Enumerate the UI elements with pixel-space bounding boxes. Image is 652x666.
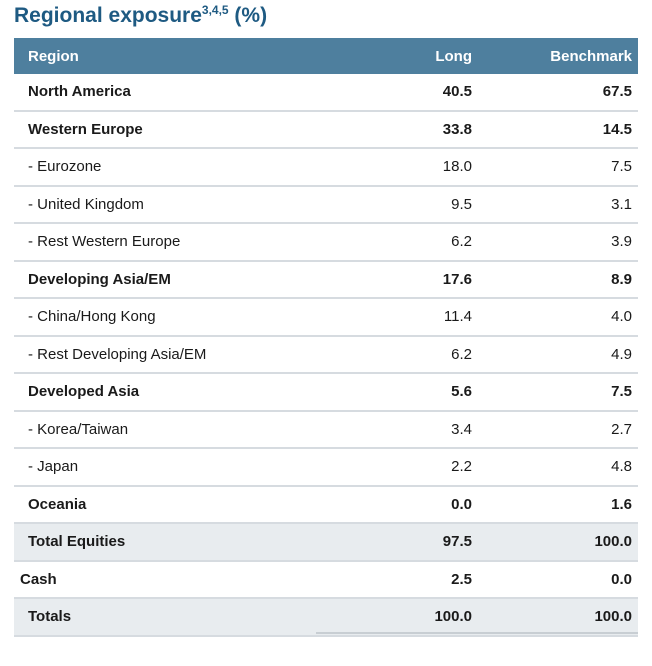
cell-long: 97.5 xyxy=(442,533,472,551)
table-row: - China/Hong Kong 11.4 4.0 xyxy=(14,299,638,337)
bottom-rule xyxy=(316,632,638,634)
cell-long: 3.4 xyxy=(451,420,472,438)
header-long: Long xyxy=(435,47,472,65)
cell-long: 40.5 xyxy=(442,83,472,101)
cell-benchmark: 14.5 xyxy=(602,120,632,138)
cell-benchmark: 67.5 xyxy=(602,83,632,101)
cell-region: Developing Asia/EM xyxy=(28,270,171,288)
cell-benchmark: 7.5 xyxy=(611,158,632,176)
cell-benchmark: 100.0 xyxy=(594,608,632,626)
cell-benchmark: 3.9 xyxy=(611,233,632,251)
title-footnote-refs: 3,4,5 xyxy=(201,3,229,17)
table-row: - Rest Western Europe 6.2 3.9 xyxy=(14,224,638,262)
cell-region: - Rest Western Europe xyxy=(28,233,181,251)
table-header-row: Region Long Benchmark xyxy=(14,38,638,74)
regional-exposure-table: Region Long Benchmark North America 40.5 6… xyxy=(14,38,638,637)
table-row: North America 40.5 67.5 xyxy=(14,74,638,112)
cell-long: 6.2 xyxy=(451,233,472,251)
cell-benchmark: 4.0 xyxy=(611,308,632,326)
cell-long: 11.4 xyxy=(443,308,472,326)
table-row: - United Kingdom 9.5 3.1 xyxy=(14,187,638,224)
table-row: Total Equities 97.5 100.0 xyxy=(14,524,638,562)
table-row: - Korea/Taiwan 3.4 2.7 xyxy=(14,412,638,449)
header-benchmark: Benchmark xyxy=(550,47,632,65)
table-row: Developing Asia/EM 17.6 8.9 xyxy=(14,262,638,299)
cell-region: Totals xyxy=(28,608,72,626)
cell-benchmark: 1.6 xyxy=(611,495,632,513)
cell-benchmark: 4.9 xyxy=(611,345,632,363)
table-row: - Eurozone 18.0 7.5 xyxy=(14,149,638,187)
table-body: North America 40.5 67.5 Western Europe 33.8 1… xyxy=(14,74,638,637)
cell-region: - Rest Developing Asia/EM xyxy=(28,345,207,363)
cell-benchmark: 8.9 xyxy=(611,270,632,288)
header-region: Region xyxy=(28,47,79,65)
table-row: - Rest Developing Asia/EM 6.2 4.9 xyxy=(14,337,638,374)
cell-region: Developed Asia xyxy=(28,383,140,401)
cell-long: 9.5 xyxy=(451,195,472,213)
table-title: Regional exposure3,4,5 (%) xyxy=(14,4,267,28)
cell-region: Cash xyxy=(20,570,57,588)
cell-benchmark: 7.5 xyxy=(611,383,632,401)
cell-region: - United Kingdom xyxy=(28,195,144,213)
cell-region: Western Europe xyxy=(28,120,143,138)
cell-long: 100.0 xyxy=(434,608,472,626)
cell-benchmark: 4.8 xyxy=(611,458,632,476)
cell-benchmark: 0.0 xyxy=(611,570,632,588)
title-text: Regional exposure xyxy=(14,4,202,27)
table-row: Oceania 0.0 1.6 xyxy=(14,487,638,524)
table-row: Totals 100.0 100.0 xyxy=(14,599,638,637)
title-unit: (%) xyxy=(228,4,268,27)
table-row: Western Europe 33.8 14.5 xyxy=(14,112,638,149)
cell-benchmark: 100.0 xyxy=(594,533,632,551)
table-row: Developed Asia 5.6 7.5 xyxy=(14,374,638,412)
cell-long: 6.2 xyxy=(451,345,472,363)
cell-long: 18.0 xyxy=(442,158,472,176)
table-row: - Japan 2.2 4.8 xyxy=(14,449,638,487)
cell-long: 2.5 xyxy=(451,570,472,588)
cell-region: - Korea/Taiwan xyxy=(28,420,129,438)
cell-benchmark: 3.1 xyxy=(611,195,632,213)
cell-region: - Eurozone xyxy=(28,158,102,176)
cell-region: - Japan xyxy=(28,458,79,476)
cell-region: - China/Hong Kong xyxy=(28,308,156,326)
cell-long: 2.2 xyxy=(451,458,472,476)
cell-long: 17.6 xyxy=(442,270,472,288)
cell-long: 33.8 xyxy=(442,120,472,138)
table-row: Cash 2.5 0.0 xyxy=(14,562,638,599)
cell-long: 0.0 xyxy=(451,495,472,513)
cell-benchmark: 2.7 xyxy=(611,420,632,438)
cell-region: Oceania xyxy=(28,495,87,513)
cell-region: Total Equities xyxy=(28,533,126,551)
cell-region: North America xyxy=(28,83,131,101)
cell-long: 5.6 xyxy=(451,383,472,401)
